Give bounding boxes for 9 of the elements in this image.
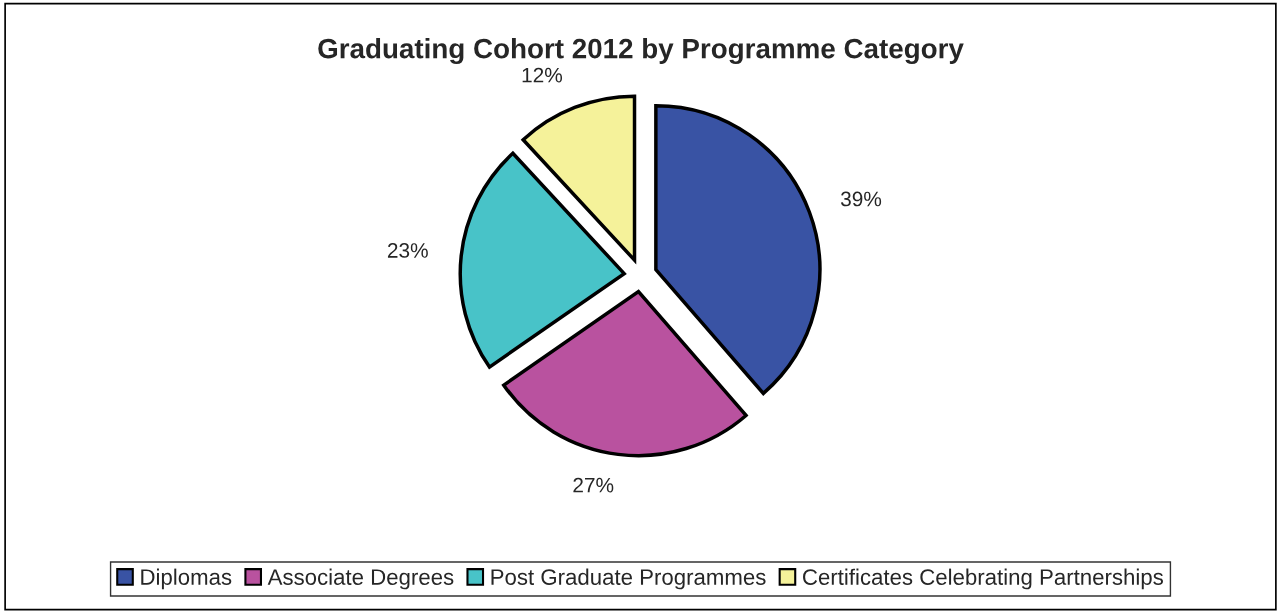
chart-title: Graduating Cohort 2012 by Programme Category: [318, 38, 964, 65]
legend-label: Post Graduate Programmes: [491, 568, 766, 590]
data-label: 23%: [387, 243, 428, 258]
data-label: 39%: [840, 191, 882, 207]
legend-label: Certificates Celebrating Partnerships: [803, 568, 1163, 590]
data-label: 12%: [522, 67, 563, 83]
data-label: 27%: [573, 477, 614, 493]
legend-label: Associate Degrees: [267, 568, 454, 590]
legend-label: Diplomas: [141, 568, 232, 590]
